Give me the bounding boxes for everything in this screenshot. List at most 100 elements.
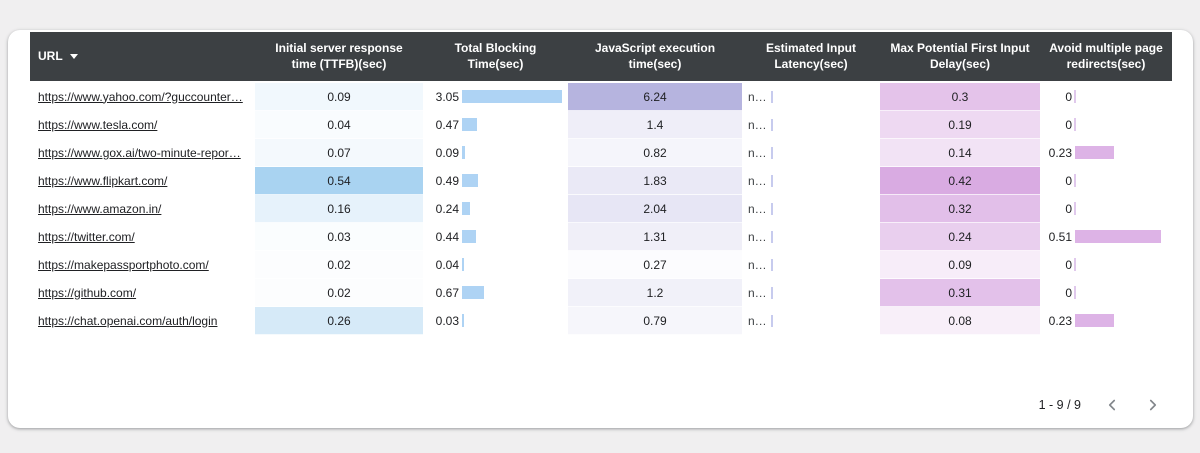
url-link[interactable]: https://makepassportphoto.com/ [38, 257, 209, 272]
table-row: https://www.amazon.in/0.16 0.24 2.04 n… 0.32… [30, 195, 1172, 223]
tbt-value: 0.04 [435, 257, 459, 272]
url-link[interactable]: https://www.yahoo.com/?guccounter… [38, 89, 243, 104]
input-latency-value: n… [748, 285, 767, 300]
column-header-ttfb-label: Initial server response time (TTFB)(sec) [275, 40, 403, 71]
url-link[interactable]: https://github.com/ [38, 285, 137, 300]
pagination: 1 - 9 / 9 [1039, 395, 1163, 415]
input-latency-value: n… [748, 229, 767, 244]
column-header-redirects-label: Avoid multiple page redirects(sec) [1049, 40, 1163, 71]
ttfb-value-cell: 0.26 [255, 307, 423, 335]
tbt-bar [462, 90, 562, 103]
previous-page-button[interactable] [1102, 395, 1122, 415]
table-row: https://www.flipkart.com/0.54 0.49 1.83 n… 0… [30, 167, 1172, 195]
redirects-bar [1074, 258, 1076, 271]
column-header-max-fid[interactable]: Max Potential First Input Delay(sec) [880, 32, 1040, 83]
tbt-value: 0.44 [435, 229, 459, 244]
input-latency-value: n… [748, 313, 767, 328]
js-exec-value-cell: 1.31 [568, 223, 742, 251]
js-exec-value-cell: 0.79 [568, 307, 742, 335]
js-exec-value-cell: 2.04 [568, 195, 742, 223]
tbt-value: 0.24 [435, 201, 459, 216]
max-fid-value-cell: 0.32 [880, 195, 1040, 223]
max-fid-value-cell: 0.19 [880, 111, 1040, 139]
url-cell: https://makepassportphoto.com/ [30, 251, 255, 279]
redirects-bar-wrap: 0 [1040, 195, 1172, 222]
js-exec-value-cell: 1.4 [568, 111, 742, 139]
input-latency-wrap: n… [742, 279, 880, 306]
column-header-redirects[interactable]: Avoid multiple page redirects(sec) [1040, 32, 1172, 83]
ttfb-value-cell: 0.02 [255, 251, 423, 279]
column-header-js-execution[interactable]: JavaScript execution time(sec) [568, 32, 742, 83]
input-latency-cell: n… [742, 223, 880, 251]
input-latency-wrap: n… [742, 223, 880, 250]
tbt-cell: 0.67 [423, 279, 568, 307]
column-header-tbt-label: Total Blocking Time(sec) [454, 40, 537, 71]
redirects-cell: 0.23 [1040, 307, 1172, 335]
tbt-cell: 0.47 [423, 111, 568, 139]
input-latency-cell: n… [742, 83, 880, 111]
redirects-bar-wrap: 0 [1040, 167, 1172, 194]
url-cell: https://www.yahoo.com/?guccounter… [30, 83, 255, 111]
column-header-url[interactable]: URL [30, 32, 255, 83]
input-latency-value: n… [748, 173, 767, 188]
redirects-value: 0 [1065, 173, 1072, 188]
max-fid-value-cell: 0.14 [880, 139, 1040, 167]
url-link[interactable]: https://www.gox.ai/two-minute-repor… [38, 145, 241, 160]
tbt-cell: 0.09 [423, 139, 568, 167]
tbt-value: 3.05 [435, 89, 459, 104]
tbt-bar-wrap: 0.03 [423, 307, 568, 334]
tbt-bar-wrap: 0.04 [423, 251, 568, 278]
report-table-card: URL Initial server response time (TTFB)(… [8, 30, 1193, 428]
tbt-bar-wrap: 0.49 [423, 167, 568, 194]
ttfb-value-cell: 0.07 [255, 139, 423, 167]
table-row: https://github.com/0.02 0.67 1.2 n… 0.31 0 [30, 279, 1172, 307]
redirects-cell: 0 [1040, 251, 1172, 279]
url-cell: https://www.amazon.in/ [30, 195, 255, 223]
column-header-input-latency[interactable]: Estimated Input Latency(sec) [742, 32, 880, 83]
redirects-bar [1075, 314, 1114, 327]
redirects-value: 0 [1065, 285, 1072, 300]
redirects-bar-wrap: 0 [1040, 251, 1172, 278]
input-latency-tick [770, 286, 773, 299]
redirects-value: 0.23 [1048, 145, 1072, 160]
ttfb-value-cell: 0.04 [255, 111, 423, 139]
column-header-ttfb[interactable]: Initial server response time (TTFB)(sec) [255, 32, 423, 83]
max-fid-value-cell: 0.42 [880, 167, 1040, 195]
url-link[interactable]: https://twitter.com/ [38, 229, 135, 244]
redirects-bar [1074, 90, 1076, 103]
table-row: https://www.tesla.com/0.04 0.47 1.4 n… 0.19 0 [30, 111, 1172, 139]
input-latency-cell: n… [742, 279, 880, 307]
input-latency-cell: n… [742, 167, 880, 195]
input-latency-tick [770, 146, 773, 159]
column-header-fid-label: Max Potential First Input Delay(sec) [890, 40, 1030, 71]
input-latency-tick [770, 314, 773, 327]
redirects-cell: 0.51 [1040, 223, 1172, 251]
url-link[interactable]: https://www.amazon.in/ [38, 201, 162, 216]
input-latency-wrap: n… [742, 139, 880, 166]
input-latency-tick [770, 258, 773, 271]
redirects-cell: 0 [1040, 167, 1172, 195]
ttfb-value-cell: 0.03 [255, 223, 423, 251]
input-latency-wrap: n… [742, 167, 880, 194]
redirects-cell: 0 [1040, 111, 1172, 139]
url-link[interactable]: https://chat.openai.com/auth/login [38, 313, 218, 328]
redirects-bar-wrap: 0.23 [1040, 307, 1172, 334]
tbt-cell: 0.03 [423, 307, 568, 335]
tbt-value: 0.47 [435, 117, 459, 132]
column-header-total-blocking-time[interactable]: Total Blocking Time(sec) [423, 32, 568, 83]
input-latency-tick [770, 174, 773, 187]
url-link[interactable]: https://www.tesla.com/ [38, 117, 158, 132]
sort-desc-icon [69, 54, 78, 60]
column-header-url-label: URL [38, 48, 63, 63]
input-latency-value: n… [748, 117, 767, 132]
redirects-bar-wrap: 0.51 [1040, 223, 1172, 250]
url-link[interactable]: https://www.flipkart.com/ [38, 173, 168, 188]
url-cell: https://www.flipkart.com/ [30, 167, 255, 195]
js-exec-value-cell: 6.24 [568, 83, 742, 111]
redirects-cell: 0.23 [1040, 139, 1172, 167]
next-page-button[interactable] [1143, 395, 1163, 415]
input-latency-value: n… [748, 201, 767, 216]
input-latency-tick [770, 118, 773, 131]
redirects-value: 0.23 [1048, 313, 1072, 328]
input-latency-wrap: n… [742, 251, 880, 278]
